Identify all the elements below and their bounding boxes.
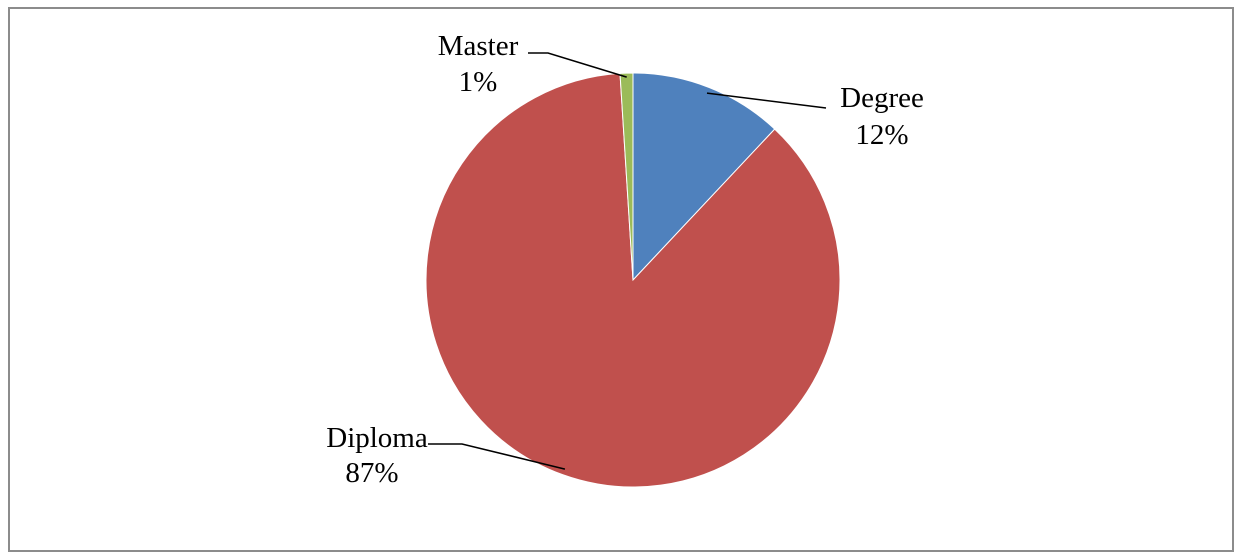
label-master-pct: 1% [459,66,498,98]
pie-slices [425,72,841,488]
label-degree-name: Degree [840,82,924,114]
label-diploma-pct: 87% [345,457,398,489]
label-diploma-name: Diploma [326,422,428,454]
leader-line-master [528,52,627,78]
leader-lines [428,52,827,470]
label-degree-pct: 12% [855,119,908,151]
pie-slice-master [619,72,634,281]
leader-line-degree [706,92,827,109]
label-master-name: Master [438,30,519,62]
pie-slice-diploma [425,72,841,488]
slice-labels: Degree 12% Diploma 87% Master 1% [326,30,924,489]
leader-line-diploma [428,443,566,470]
pie-slice-degree [632,72,776,282]
